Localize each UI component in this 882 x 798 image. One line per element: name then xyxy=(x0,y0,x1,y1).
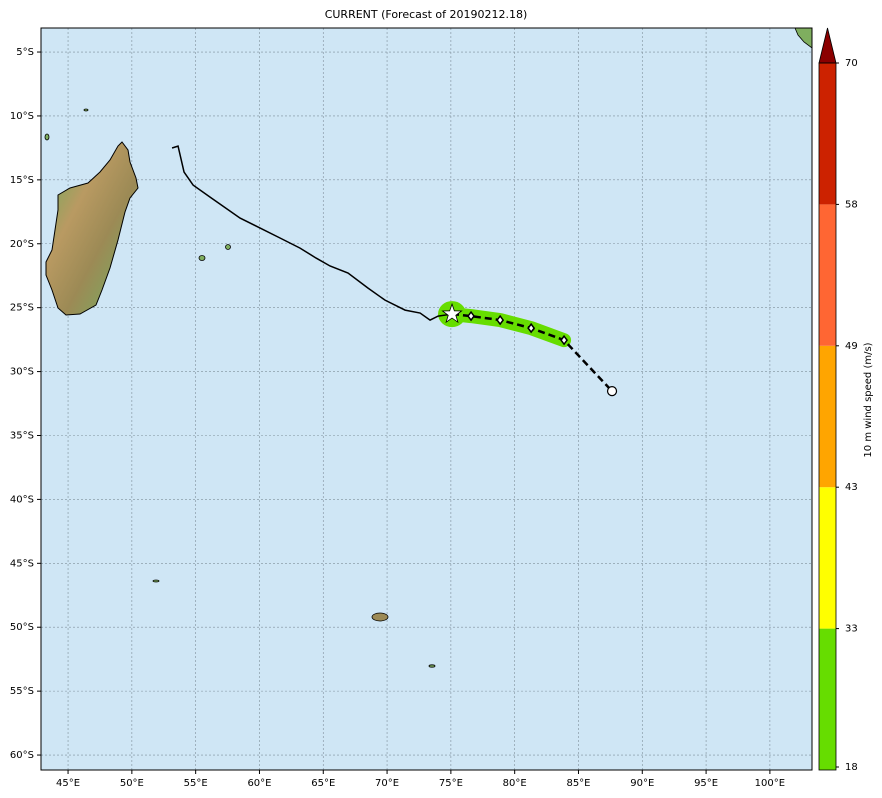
axes: 45°E 50°E 55°E 60°E 65°E 70°E 75°E 80°E 85°E 90°E… xyxy=(10,47,785,789)
y-tick-label: 15°S xyxy=(10,175,34,186)
land xyxy=(44,27,813,668)
island xyxy=(371,612,389,622)
colorbar-label: 10 m wind speed (m/s) xyxy=(863,342,874,457)
y-tick-label: 25°S xyxy=(10,303,34,314)
colorbar-tick-label: 43 xyxy=(845,482,858,493)
y-tick-label: 35°S xyxy=(10,430,34,441)
y-tick-label: 45°S xyxy=(10,558,34,569)
island xyxy=(83,108,89,112)
y-tick-label: 60°S xyxy=(10,750,34,761)
forecast-point xyxy=(496,314,505,326)
colorbar-segment xyxy=(819,63,836,205)
x-tick-label: 95°E xyxy=(694,778,718,789)
island xyxy=(428,664,436,668)
x-tick-label: 85°E xyxy=(566,778,590,789)
forecast-point xyxy=(560,334,568,346)
y-tick-label: 20°S xyxy=(10,239,34,250)
ocean xyxy=(41,28,812,770)
y-tick-label: 5°S xyxy=(16,47,34,58)
y-tick-label: 55°S xyxy=(10,686,34,697)
forecast-end xyxy=(606,386,618,397)
x-tick-label: 70°E xyxy=(375,778,399,789)
forecast-point xyxy=(467,310,475,322)
x-tick-label: 100°E xyxy=(755,778,785,789)
map-frame xyxy=(40,27,813,771)
x-tick-label: 65°E xyxy=(311,778,335,789)
y-tick-label: 10°S xyxy=(10,111,34,122)
current-position xyxy=(441,302,463,324)
colorbar: 18 33 43 49 58 70 xyxy=(818,27,858,773)
island xyxy=(44,133,50,141)
y-tick-label: 50°S xyxy=(10,622,34,633)
x-tick-label: 50°E xyxy=(120,778,144,789)
colorbar-segment xyxy=(819,345,836,488)
tracks xyxy=(171,145,618,397)
x-tick-label: 45°E xyxy=(56,778,80,789)
colorbar-tick-label: 58 xyxy=(845,199,858,210)
colorbar-extend xyxy=(818,27,837,64)
x-tick-label: 80°E xyxy=(503,778,527,789)
colorbar-frame xyxy=(818,62,837,771)
y-tick-label: 40°S xyxy=(10,494,34,505)
colorbar-segment xyxy=(819,487,836,629)
past-track xyxy=(171,145,453,321)
forecast-point xyxy=(527,322,536,334)
island xyxy=(198,255,206,261)
colorbar-tick-label: 33 xyxy=(845,624,858,635)
x-tick-label: 60°E xyxy=(247,778,271,789)
colorbar-tick-label: 49 xyxy=(845,341,858,352)
island xyxy=(225,244,231,250)
x-tick-label: 90°E xyxy=(630,778,654,789)
colorbar-segment xyxy=(819,628,836,770)
colorbar-tick-label: 70 xyxy=(845,58,858,69)
y-tick-label: 30°S xyxy=(10,367,34,378)
madagascar xyxy=(45,141,139,316)
colorbar-segment xyxy=(819,204,836,346)
grid xyxy=(41,28,812,770)
map-title: CURRENT (Forecast of 20190212.18) xyxy=(325,8,528,21)
x-tick-label: 75°E xyxy=(439,778,463,789)
island xyxy=(152,579,160,583)
colorbar-tick-label: 18 xyxy=(845,762,858,773)
x-tick-label: 55°E xyxy=(184,778,208,789)
